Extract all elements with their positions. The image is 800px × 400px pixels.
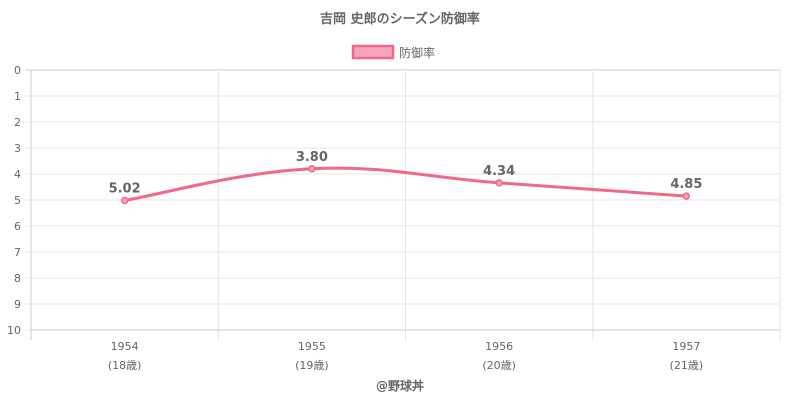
- series-line: [124, 166, 687, 202]
- x-axis-ticks: 1954 (18歳) 1955 (19歳) 1956 (20歳) 1957 (21歳): [108, 340, 703, 372]
- data-point[interactable]: [308, 165, 316, 173]
- y-tick-label: 3: [14, 142, 21, 155]
- legend-swatch: [351, 44, 395, 60]
- x-tick-label: 1955: [298, 340, 326, 353]
- y-tick-label: 1: [14, 90, 21, 103]
- y-tick-label: 9: [14, 298, 21, 311]
- data-label: 3.80: [296, 150, 328, 165]
- x-tick-sublabel: (19歳): [295, 359, 329, 372]
- y-axis-ticks: 0 1 2 3 4 5 6 7 8 9 10: [7, 64, 21, 337]
- y-tick-label: 0: [14, 64, 21, 77]
- data-label: 5.02: [109, 182, 141, 197]
- x-tick-sublabel: (20歳): [482, 359, 516, 372]
- data-label: 4.85: [670, 177, 702, 192]
- data-point[interactable]: [495, 179, 503, 187]
- grid-layer: [25, 69, 781, 340]
- data-point[interactable]: [120, 196, 129, 205]
- legend[interactable]: 防御率: [351, 44, 435, 60]
- y-tick-label: 6: [14, 220, 21, 233]
- y-tick-label: 2: [14, 116, 21, 129]
- x-tick-sublabel: (21歳): [670, 359, 704, 372]
- chart-title: 吉岡 史郎のシーズン防御率: [320, 11, 480, 27]
- data-label: 4.34: [483, 164, 515, 179]
- legend-label: 防御率: [399, 45, 435, 60]
- y-tick-label: 5: [14, 194, 21, 207]
- x-tick-label: 1957: [672, 340, 700, 353]
- y-tick-label: 8: [14, 272, 21, 285]
- y-tick-label: 7: [14, 246, 21, 259]
- y-tick-label: 10: [7, 324, 21, 337]
- credit-label: @野球丼: [376, 378, 424, 393]
- x-tick-label: 1954: [111, 340, 139, 353]
- x-tick-label: 1956: [485, 340, 513, 353]
- data-point[interactable]: [682, 192, 691, 200]
- data-points: 5.02 3.80 4.34 4.85: [109, 150, 702, 205]
- x-tick-sublabel: (18歳): [108, 359, 142, 372]
- y-tick-label: 4: [14, 168, 21, 181]
